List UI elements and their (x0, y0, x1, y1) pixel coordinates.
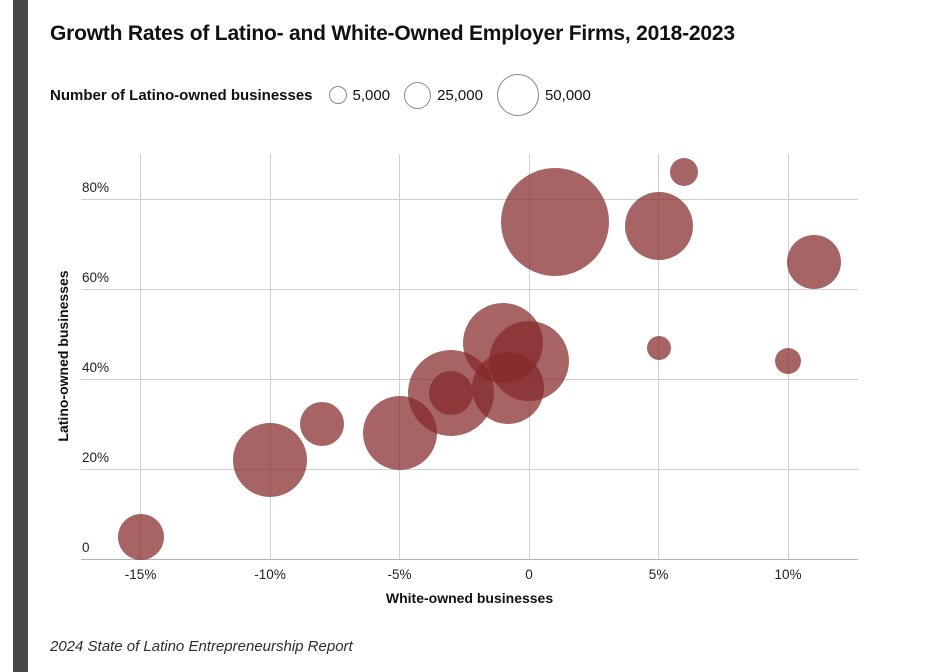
legend-circle-50000-icon (496, 74, 539, 116)
plot-area: -15% -10% -5% 0 5% 10% 80% 60% 40% 20% 0 (81, 154, 858, 582)
legend-circle-25000-icon (404, 81, 432, 109)
y-gridline (81, 198, 858, 200)
y-tick-label: 40% (82, 360, 110, 375)
data-bubble[interactable] (646, 335, 671, 360)
size-legend: Number of Latino-owned businesses 5,000 … (50, 74, 591, 116)
source-note: 2024 State of Latino Entrepreneurship Re… (50, 638, 353, 655)
x-axis-title: White-owned businesses (385, 590, 554, 606)
y-tick-label: 60% (82, 270, 110, 285)
x-tick-label: 5% (648, 567, 669, 582)
data-bubble[interactable] (299, 402, 344, 446)
y-gridline (81, 468, 858, 470)
data-bubble[interactable] (500, 167, 609, 276)
data-bubble[interactable] (624, 192, 693, 260)
chart-title: Growth Rates of Latino- and White-Owned … (50, 22, 735, 45)
x-gridline (140, 154, 142, 559)
x-gridline (269, 154, 271, 559)
data-bubble[interactable] (472, 352, 545, 424)
y-gridline (81, 288, 858, 290)
data-bubble[interactable] (233, 423, 308, 497)
legend-item-5000: 5,000 (328, 86, 391, 104)
y-tick-label: 80% (82, 180, 110, 195)
legend-item-value: 25,000 (437, 86, 483, 104)
y-axis-title: Latino-owned businesses (55, 270, 71, 442)
x-tick-label: -10% (254, 567, 286, 582)
data-bubble[interactable] (670, 158, 699, 186)
x-tick-label: -5% (387, 567, 412, 582)
data-bubble[interactable] (117, 513, 164, 560)
legend-item-value: 50,000 (544, 86, 591, 104)
legend-item-25000: 25,000 (404, 81, 483, 109)
legend-item-50000: 50,000 (496, 74, 591, 116)
x-gridline (399, 154, 401, 559)
x-tick-label: -15% (124, 567, 157, 582)
data-bubble[interactable] (429, 370, 474, 415)
x-tick-label: 10% (774, 567, 802, 582)
x-tick-label: 0 (525, 567, 533, 582)
y-tick-label: 20% (82, 450, 110, 465)
data-bubble[interactable] (775, 348, 802, 374)
legend-circle-5000-icon (328, 86, 347, 104)
data-bubble[interactable] (786, 235, 841, 289)
size-legend-label: Number of Latino-owned businesses (50, 86, 313, 104)
y-tick-label: 0 (82, 540, 90, 555)
legend-item-value: 5,000 (352, 86, 391, 104)
window-edge-bar (13, 0, 28, 672)
